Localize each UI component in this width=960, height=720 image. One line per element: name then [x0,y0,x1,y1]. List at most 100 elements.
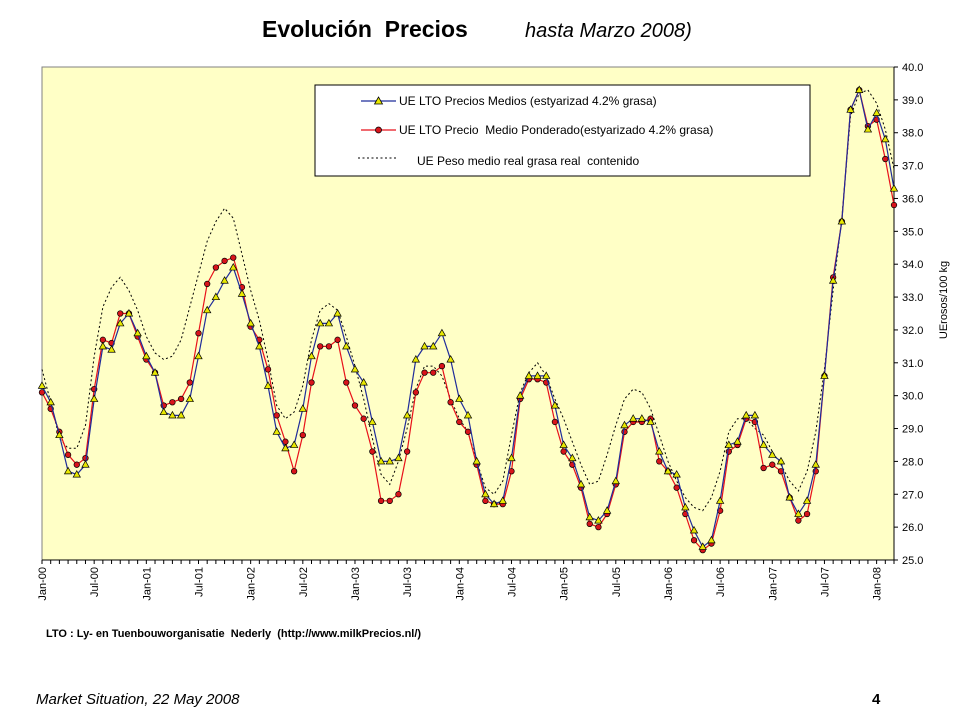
series-2-point [195,330,202,337]
series-1-point [733,437,742,445]
series-1-point [342,341,351,350]
series-1-point [316,318,325,327]
series-2-point [308,379,315,386]
series-1-point [220,276,229,284]
x-tick-label: Jan-06 [663,567,675,601]
y-tick-label: 27.0 [902,489,923,501]
x-tick-label: Jan-02 [246,567,258,601]
legend-label-series1: UE LTO Precios Medios (estyarizad 4.2% g… [399,94,657,108]
series-1-point [463,410,473,419]
series-1-point [498,496,507,504]
series-1-point [855,85,864,93]
series-2-point [212,264,220,271]
series-1-point [211,292,221,301]
y-tick-label: 25.0 [902,555,923,567]
y-axis-label: UErosos/100 kg [938,261,950,339]
y-tick-label: 30.0 [902,391,923,403]
series-2-point [73,461,80,468]
series-2-point [438,362,446,370]
series-2-point [464,428,472,435]
series-1-point [524,371,534,379]
series-1-point [411,354,421,363]
y-tick-label: 32.0 [902,325,923,337]
y-tick-label: 33.0 [902,292,923,304]
series-1-point [646,417,655,425]
chart-title: Evolución Precios [262,16,468,42]
series-1-point [715,496,725,504]
series-1-point [116,318,125,327]
series-1-point [63,466,73,475]
page-number: 4 [872,691,881,708]
series-1-point [750,410,760,419]
series-1-point [159,407,168,416]
series-2-point [177,395,185,403]
series-1-point [672,470,681,478]
series-2-point [690,537,698,544]
y-tick-label: 37.0 [902,161,923,173]
series-1-point [768,450,777,458]
x-tick-label: Jul-00 [89,567,101,597]
series-1-point [602,506,612,514]
series-2-point [204,280,211,288]
series-2-point [369,448,376,455]
series-2-point [317,343,324,350]
series-1-point [263,381,273,389]
series-2-point [421,369,428,376]
series-2-point [334,336,341,343]
series-1-point [785,493,794,501]
series-1-point [550,401,560,409]
series-2-point [395,491,402,498]
series-1-point [133,328,142,337]
series-2-point [403,448,411,455]
series-1-point [559,440,568,448]
series-1-point [585,512,594,521]
series-2-point [586,520,593,527]
series-1-point [655,447,664,455]
x-tick-label: Jul-05 [611,567,623,597]
series-2-point [386,497,393,504]
series-1-point [429,341,438,350]
y-tick-label: 36.0 [902,193,923,205]
series-1-point [446,354,455,363]
x-tick-label: Jul-01 [193,567,205,597]
series-2-point [456,418,463,426]
series-2-point [325,343,333,350]
series-1-point [576,479,586,488]
series-1-point [889,184,899,192]
x-tick-label: Jan-01 [141,567,153,601]
series-1-point [776,456,786,465]
legend: UE LTO Precios Medios (estyarizad 4.2% g… [314,84,811,177]
series-2-point [299,431,306,439]
series-1-point [542,371,551,379]
x-tick-label: Jan-03 [350,567,362,601]
series-1-point [185,394,194,402]
series-2-point [412,389,419,396]
y-tick-label: 31.0 [902,358,923,370]
series-2-point [221,257,228,265]
series-1-point [46,397,55,406]
footer-caption: Market Situation, 22 May 2008 [36,691,240,708]
series-2-point [803,510,811,518]
series-1-point [802,496,812,504]
series-1-point [72,470,81,478]
series-2-point [343,379,350,386]
series-1-point [437,328,447,337]
x-tick-label: Jan-00 [37,567,49,601]
series-1-point [385,456,394,465]
series-2-point [377,497,385,504]
series-1-point [142,351,151,360]
series-1-point [107,345,116,353]
series-1-point [394,453,403,462]
series-2-point [725,448,732,455]
series-1-point [281,443,290,452]
series-1-point [481,489,490,498]
series-1-point [620,420,629,429]
y-tick-label: 29.0 [902,424,923,436]
series-2-point [169,399,176,406]
x-tick-label: Jan-04 [454,567,466,601]
series-1-point [837,216,847,225]
series-1-point [742,410,751,419]
y-tick-label: 35.0 [902,226,923,238]
series-1-point [846,105,855,113]
x-tick-label: Jan-08 [872,567,884,601]
